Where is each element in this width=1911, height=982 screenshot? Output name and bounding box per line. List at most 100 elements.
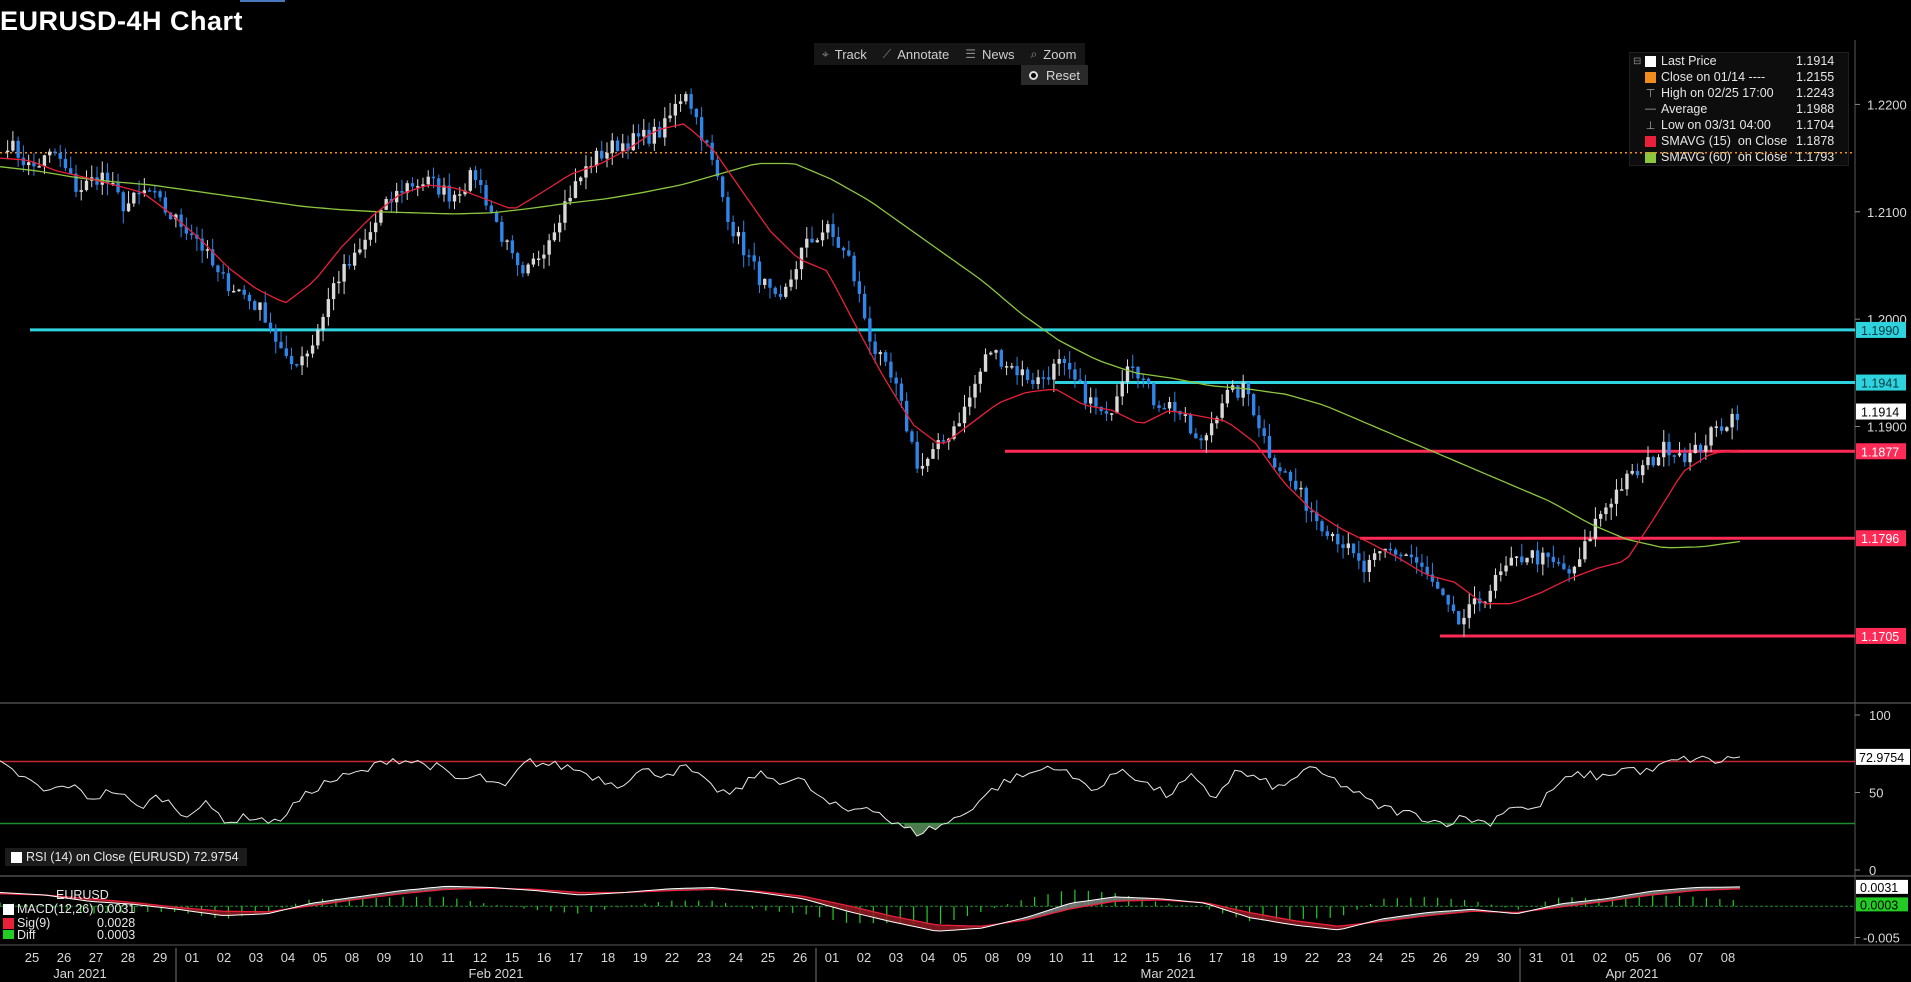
track-button[interactable]: ⌖ Track	[822, 46, 867, 62]
legend-swatch	[1645, 71, 1656, 83]
x-day-label: 03	[889, 950, 903, 965]
candle-body	[1020, 369, 1025, 376]
level-tag-label: 1.1990	[1861, 324, 1899, 338]
candle-body	[857, 281, 862, 294]
candle-body	[69, 168, 73, 174]
legend-value: 1.1914	[1796, 54, 1835, 68]
x-day-label: 12	[473, 950, 487, 965]
candle-body	[53, 151, 57, 154]
candle-body	[452, 194, 457, 202]
candle-body	[268, 322, 273, 330]
candle-body	[778, 293, 783, 297]
candle-body	[1688, 453, 1692, 463]
candle-body	[1441, 588, 1445, 595]
candle-body	[1609, 503, 1613, 508]
x-day-label: 17	[1209, 950, 1223, 965]
candle-body	[1662, 441, 1666, 458]
candle-body	[274, 329, 278, 342]
news-button[interactable]: ☰ News	[965, 46, 1015, 62]
candle-body	[978, 371, 982, 384]
candle-body	[232, 290, 236, 293]
candle-body	[237, 289, 241, 292]
candle-body	[342, 264, 346, 282]
annotate-button[interactable]: ⟋ Annotate	[882, 46, 950, 62]
x-day-label: 03	[249, 950, 263, 965]
x-day-label: 09	[1017, 950, 1031, 965]
macd-line	[0, 885, 1741, 932]
level-tag	[1856, 321, 1906, 338]
candle-body	[1367, 559, 1372, 572]
candle-body	[689, 94, 693, 109]
legend-row: SMAVG (15) on Close 1.1878	[1630, 133, 1848, 149]
candle-body	[1010, 366, 1014, 368]
macd-tick-label: -0.005	[1863, 931, 1900, 946]
candle-body	[405, 183, 409, 193]
candle-body	[952, 426, 956, 439]
candle-body	[26, 162, 31, 166]
candle-body	[1425, 566, 1429, 575]
candle-body	[473, 170, 478, 181]
candle-body	[973, 383, 977, 398]
zoom-button[interactable]: ⌕ Zoom	[1030, 46, 1077, 62]
rsi-line	[0, 755, 1741, 837]
candle-body	[710, 142, 714, 160]
candle-body	[757, 261, 762, 285]
level-tag-label: 1.1914	[1861, 406, 1899, 420]
x-day-label: 01	[185, 950, 199, 965]
x-day-label: 12	[1113, 950, 1127, 965]
candle-body	[1104, 411, 1109, 414]
candle-body	[379, 209, 383, 223]
candle-body	[915, 441, 919, 469]
x-day-label: 08	[345, 950, 359, 965]
x-day-label: 26	[793, 950, 807, 965]
candle-body	[1672, 455, 1676, 457]
macd-fill	[947, 925, 954, 931]
candle-body	[657, 126, 662, 138]
candle-body	[878, 352, 883, 355]
candle-body	[242, 289, 246, 295]
x-day-label: 15	[1145, 950, 1159, 965]
x-day-label: 25	[761, 950, 775, 965]
macd-fill	[1081, 900, 1089, 907]
candle-body	[563, 201, 567, 223]
candle-body	[1530, 550, 1535, 558]
macd-fill	[893, 916, 901, 924]
candle-body	[584, 166, 588, 178]
candle-body	[605, 152, 609, 159]
candle-body	[1620, 489, 1624, 491]
candle-body	[768, 278, 772, 288]
candle-body	[310, 345, 315, 354]
candle-body	[158, 191, 162, 198]
candle-body	[1183, 414, 1188, 416]
candle-body	[1346, 543, 1350, 549]
legend-swatch	[1645, 151, 1656, 163]
x-day-label: 09	[377, 950, 391, 965]
candle-body	[1625, 473, 1629, 490]
candle-body	[1309, 510, 1314, 513]
candle-body	[1273, 457, 1277, 468]
x-month-label: Apr 2021	[1606, 966, 1659, 981]
candle-body	[1525, 557, 1529, 563]
x-month-label: Feb 2021	[469, 966, 524, 981]
candle-body	[295, 364, 299, 366]
collapse-icon[interactable]: ⊟	[1633, 56, 1642, 67]
candle-body	[983, 354, 988, 372]
rsi-tag-label: 72.9754	[1859, 751, 1904, 765]
candle-body	[1236, 385, 1240, 398]
candle-body	[1641, 465, 1645, 476]
candle-body	[889, 361, 893, 378]
reset-button[interactable]: Reset	[1021, 65, 1088, 85]
candle-body	[1362, 560, 1366, 572]
x-day-label: 04	[921, 950, 935, 965]
candle-body	[253, 301, 257, 310]
candle-body	[642, 129, 646, 137]
candle-body	[615, 140, 620, 152]
macd-legend-row: MACD(12,26) 0.0031	[3, 902, 153, 916]
candle-body	[1520, 556, 1524, 563]
candle-body	[1499, 571, 1503, 575]
x-day-label: 01	[1561, 950, 1575, 965]
candle-body	[1414, 557, 1419, 563]
candle-body	[184, 226, 189, 234]
candle-body	[1294, 480, 1298, 490]
